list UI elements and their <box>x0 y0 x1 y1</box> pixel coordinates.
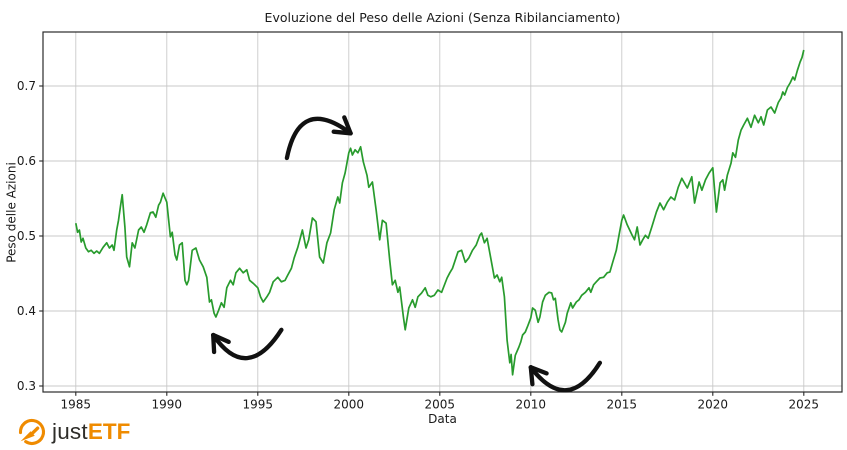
x-tick-label: 1990 <box>152 398 183 412</box>
justetf-logo: justETF <box>17 416 130 448</box>
y-tick-label: 0.4 <box>17 304 36 318</box>
x-axis-label: Data <box>428 412 457 426</box>
y-tick-label: 0.6 <box>17 154 36 168</box>
annotation-arrow-low-1992 <box>211 327 284 361</box>
annotation-arrow-peak-2000 <box>284 116 353 161</box>
annotation-arrow-low-2009 <box>528 360 603 393</box>
x-tick-label: 2025 <box>789 398 820 412</box>
y-tick-label: 0.3 <box>17 379 36 393</box>
annotation-arrowhead <box>528 365 549 376</box>
justetf-gauge-icon <box>18 418 46 445</box>
y-tick-label: 0.5 <box>17 229 36 243</box>
x-tick-label: 2000 <box>334 398 365 412</box>
annotation-arrowhead <box>331 129 353 136</box>
x-tick-label: 2015 <box>607 398 638 412</box>
x-tick-label: 2005 <box>425 398 456 412</box>
annotation-arrowhead <box>211 332 231 345</box>
x-tick-label: 2010 <box>516 398 547 412</box>
chart-line <box>74 49 805 376</box>
chart-title: Evoluzione del Peso delle Azioni (Senza … <box>264 10 621 25</box>
logo-text-just: just <box>52 419 88 444</box>
y-tick-label: 0.7 <box>17 79 36 93</box>
x-tick-label: 1985 <box>61 398 92 412</box>
plot-area-frame <box>42 31 843 393</box>
x-tick-label: 1995 <box>243 398 274 412</box>
annotation-arrowhead <box>342 115 353 136</box>
annotation-arrowhead <box>211 332 217 355</box>
annotation-arrowhead <box>528 365 535 387</box>
logo-text-etf: ETF <box>87 419 131 444</box>
x-tick-label: 2020 <box>698 398 729 412</box>
